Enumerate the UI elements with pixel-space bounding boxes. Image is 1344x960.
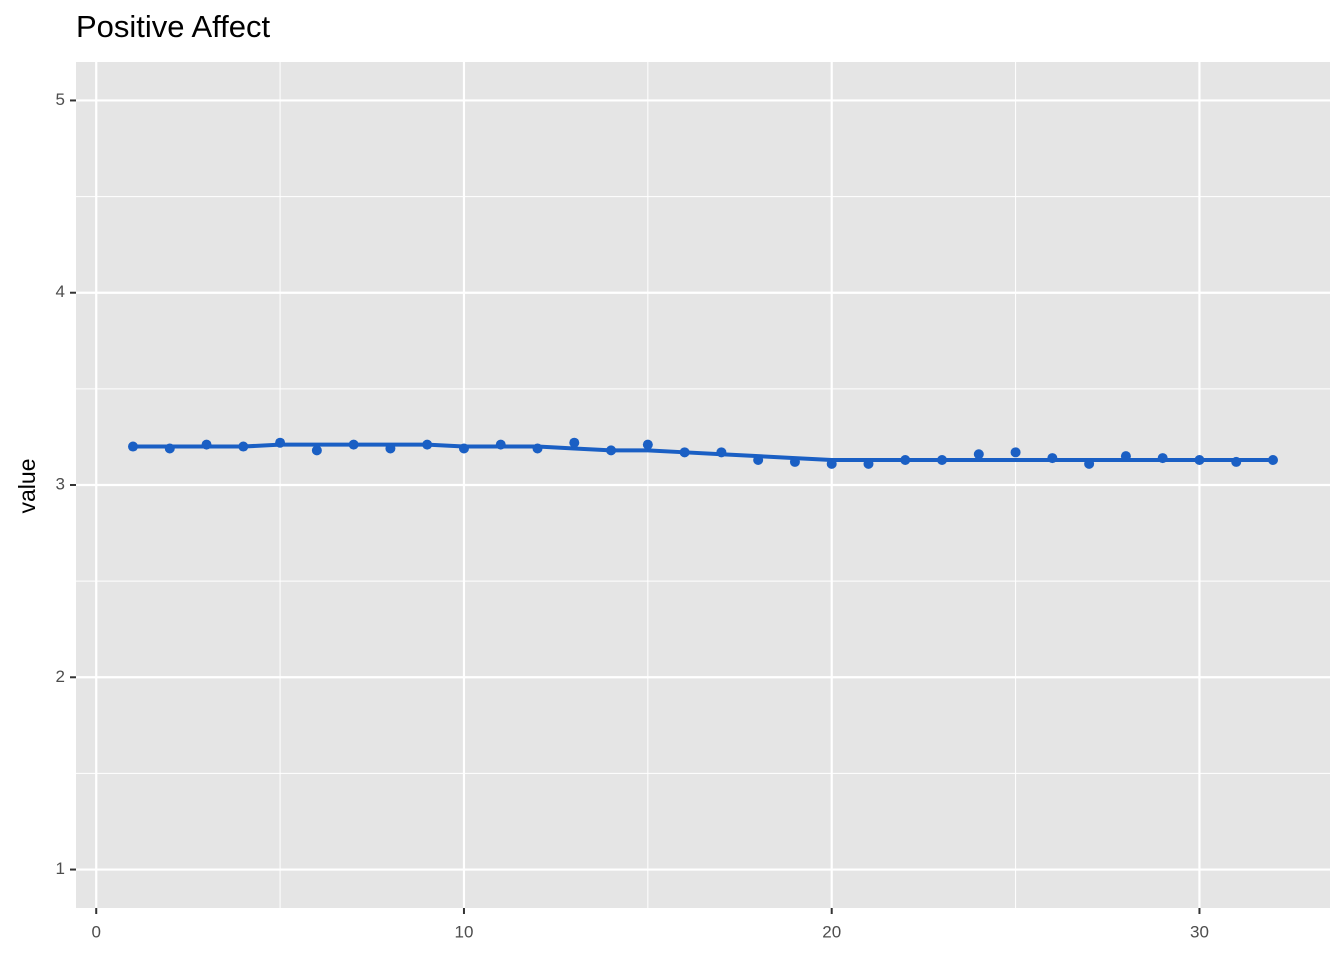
x-tick-label: 20	[822, 922, 841, 941]
y-tick-label: 4	[56, 282, 65, 301]
point	[569, 437, 580, 448]
point	[1157, 453, 1168, 464]
y-tick-label: 1	[56, 859, 65, 878]
chart-title: Positive Affect	[76, 9, 271, 44]
smooth-line	[133, 442, 1273, 463]
point	[753, 455, 764, 466]
point	[1084, 458, 1095, 469]
point	[275, 437, 286, 448]
point	[716, 447, 727, 458]
y-tick-label: 3	[56, 474, 65, 493]
x-tick-label: 10	[455, 922, 474, 941]
point	[311, 445, 322, 456]
point	[1268, 455, 1278, 466]
point	[164, 443, 175, 454]
point	[532, 443, 543, 454]
point	[201, 439, 212, 450]
point	[826, 458, 837, 469]
point	[422, 439, 433, 450]
point	[238, 441, 249, 452]
point	[679, 447, 690, 458]
point	[458, 443, 469, 454]
point	[495, 439, 506, 450]
point	[863, 458, 874, 469]
point	[937, 455, 948, 466]
x-tick-label: 0	[91, 922, 100, 941]
point	[128, 441, 138, 452]
point	[1120, 451, 1131, 462]
point	[348, 439, 359, 450]
point	[789, 456, 800, 467]
point	[973, 449, 984, 460]
point	[1010, 447, 1021, 458]
point	[1047, 453, 1058, 464]
point	[1231, 456, 1242, 467]
y-tick-label: 2	[56, 667, 65, 686]
point	[1194, 455, 1205, 466]
y-axis-label: value	[14, 459, 40, 514]
x-tick-label: 30	[1190, 922, 1209, 941]
point	[385, 443, 396, 454]
y-tick-label: 5	[56, 90, 65, 109]
point	[642, 439, 653, 450]
point	[606, 445, 617, 456]
point	[900, 455, 911, 466]
